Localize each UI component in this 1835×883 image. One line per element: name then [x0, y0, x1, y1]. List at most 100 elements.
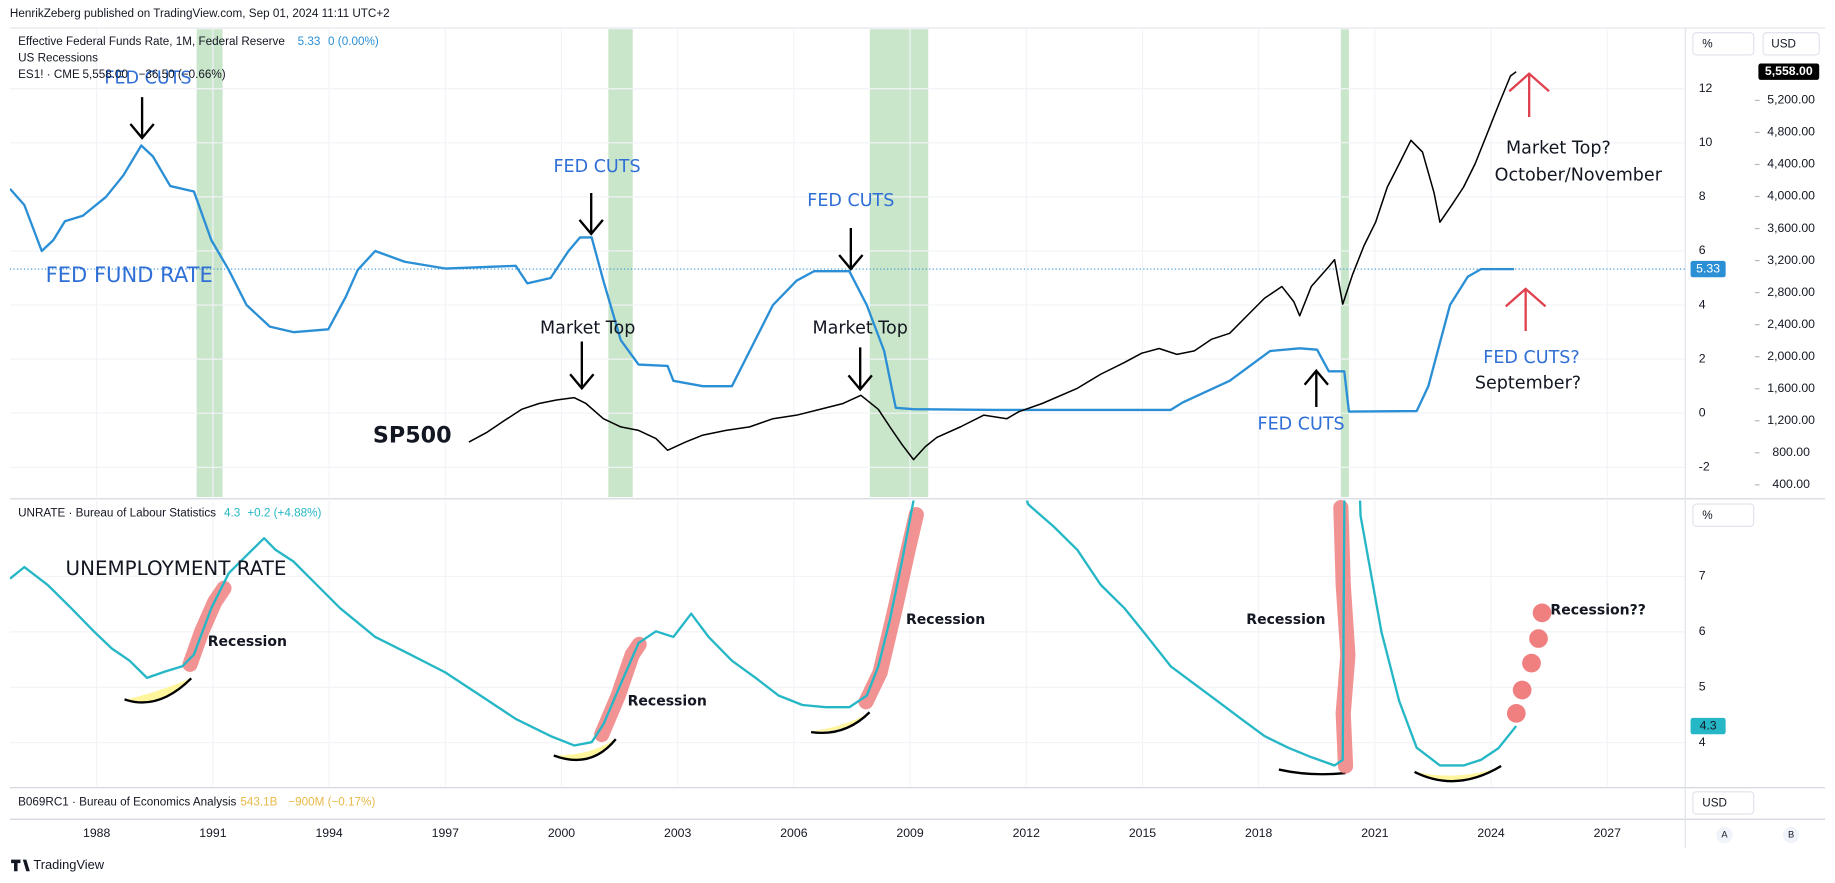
y-tick-label: 7 [1699, 569, 1706, 583]
annotation: FED CUTS [807, 191, 894, 211]
y2-tick-label: 4,400.00 [1767, 157, 1815, 171]
y2-tick-label: 3,600.00 [1767, 221, 1815, 235]
y2-tick-label: 2,000.00 [1767, 349, 1815, 363]
forecast-dot [1506, 704, 1526, 723]
y-tick-label: -2 [1699, 460, 1710, 474]
y2-tick-label: 400.00 [1772, 477, 1810, 491]
annotation: October/November [1495, 165, 1663, 185]
y2-tick-label: 800.00 [1772, 445, 1810, 459]
legend-title: UNRATE · Bureau of Labour Statistics [18, 507, 216, 520]
annotation: FED CUTS? [1483, 348, 1579, 368]
arrows [129, 72, 1550, 407]
y-tick-label: 10 [1699, 135, 1713, 149]
x-tick-label: 2024 [1477, 826, 1504, 840]
scale-unit[interactable]: USD [1771, 38, 1796, 51]
scale-box[interactable] [1692, 32, 1755, 56]
x-tick-label: 2009 [896, 826, 923, 840]
legend-value: 543.1B [240, 795, 277, 808]
series-line [9, 144, 1514, 413]
highlight [812, 713, 869, 732]
y2-tick-label: 2,400.00 [1767, 317, 1815, 331]
arrow [569, 341, 595, 391]
x-tick-label: 2018 [1245, 826, 1272, 840]
annotation: Recession?? [1550, 602, 1645, 618]
price-label: 5.33 [1696, 261, 1720, 275]
x-tick-label: 1991 [199, 826, 226, 840]
legend-value: 4.3 [224, 507, 240, 520]
series-line [9, 500, 1518, 767]
annotation: September? [1475, 374, 1581, 394]
annotation: FED CUTS [1258, 415, 1345, 435]
annotation: Market Top? [1506, 139, 1611, 159]
y2-tick-label: 3,200.00 [1767, 253, 1815, 267]
y-tick-label: 2 [1699, 351, 1706, 365]
y2-tick-label: 4,000.00 [1767, 189, 1815, 203]
x-tick-label: 2012 [1013, 826, 1040, 840]
y-tick-label: 0 [1699, 405, 1706, 419]
arrow [838, 228, 864, 271]
price-label: 5,558.00 [1765, 64, 1813, 78]
scale-box[interactable] [1692, 503, 1755, 527]
price-box [1690, 717, 1726, 735]
annotation: SP500 [373, 423, 452, 449]
arrow [847, 347, 873, 392]
recession-band [869, 29, 929, 498]
legend-change: −36.50 (−0.66%) [139, 68, 226, 81]
y-tick-label: 12 [1699, 81, 1713, 95]
scale-button-label[interactable]: A [1721, 830, 1728, 840]
legend-value: 5,558.00 [82, 68, 128, 81]
y-tick-label: 6 [1699, 624, 1706, 638]
legend-title: US Recessions [18, 52, 98, 65]
scale-box[interactable] [1762, 32, 1820, 56]
annotation: FED CUTS [553, 157, 640, 177]
smile [1414, 765, 1502, 783]
x-tick-label: 1994 [315, 826, 342, 840]
highlight [1415, 767, 1500, 781]
recession-band [1340, 29, 1349, 498]
recession-band [608, 29, 633, 498]
legend-title: ES1! · CME [18, 68, 80, 81]
x-tick-label: 2015 [1129, 826, 1156, 840]
recession-band [196, 29, 223, 498]
annotation: Recession [906, 612, 985, 628]
annotation: Recession [1246, 612, 1325, 628]
series-line [468, 71, 1517, 461]
x-tick-label: 2021 [1361, 826, 1388, 840]
arrow [129, 97, 155, 140]
y2-tick-label: 1,600.00 [1767, 381, 1815, 395]
annotation: Market Top [540, 319, 635, 339]
price-box [1758, 63, 1820, 80]
annotation: FED FUND RATE [46, 262, 213, 287]
lines-layer [9, 71, 1518, 767]
x-tick-label: 2027 [1594, 826, 1621, 840]
x-tick-label: 2003 [664, 826, 691, 840]
legend-title: B069RC1 · Bureau of Economics Analysis [18, 795, 236, 808]
grid-layer [9, 29, 1685, 786]
price-box [1690, 260, 1726, 278]
recession-stroke [858, 506, 924, 710]
y-tick-label: 8 [1699, 189, 1706, 203]
scale-unit[interactable]: % [1702, 38, 1712, 51]
smile [553, 738, 617, 762]
y-tick-label: 5 [1699, 680, 1706, 694]
annotation: UNEMPLOYMENT RATE [66, 557, 287, 580]
y2-tick-label: 5,200.00 [1767, 93, 1815, 107]
legend-title: Effective Federal Funds Rate, 1M, Federa… [18, 35, 285, 48]
scale-box[interactable] [1692, 791, 1755, 815]
x-tick-label: 1988 [83, 826, 110, 840]
scale-button[interactable] [1716, 826, 1733, 844]
highlight [126, 678, 191, 702]
forecast-dot [1529, 629, 1548, 648]
scale-unit[interactable]: % [1702, 509, 1712, 522]
forecast-dot [1522, 653, 1541, 673]
legend-change: 0 (0.00%) [328, 35, 379, 48]
smile [124, 677, 193, 704]
scale-button[interactable] [1782, 826, 1800, 844]
brand-logo [11, 859, 30, 872]
scale-button-label[interactable]: B [1788, 830, 1794, 840]
x-tick-label: 2000 [548, 826, 575, 840]
scale-unit[interactable]: USD [1702, 797, 1727, 810]
smile [1278, 768, 1346, 776]
